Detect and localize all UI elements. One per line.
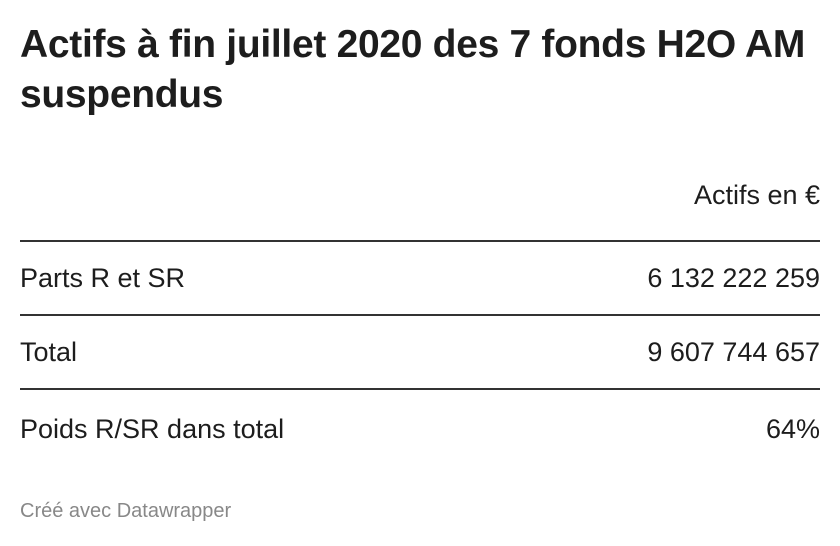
table-row: Parts R et SR 6 132 222 259 (20, 241, 820, 316)
column-header-actifs: Actifs en € (503, 176, 820, 242)
row-value: 9 607 744 657 (503, 315, 820, 390)
table-row: Total 9 607 744 657 (20, 315, 820, 390)
data-table: Actifs en € Parts R et SR 6 132 222 259 … (20, 176, 820, 468)
row-label: Poids R/SR dans total (20, 413, 285, 444)
row-label: Total (20, 315, 504, 390)
table-header-row: Actifs en € (20, 176, 820, 242)
column-header-label (20, 176, 504, 242)
row-label: Parts R et SR (20, 241, 504, 316)
credit-link[interactable]: Créé avec Datawrapper (20, 500, 232, 522)
table-row: Poids R/SR dans total 64% (20, 389, 820, 468)
chart-title: Actifs à fin juillet 2020 des 7 fonds H2… (20, 23, 806, 116)
row-value: 6 132 222 259 (503, 241, 820, 316)
row-value: 64% (765, 413, 820, 444)
